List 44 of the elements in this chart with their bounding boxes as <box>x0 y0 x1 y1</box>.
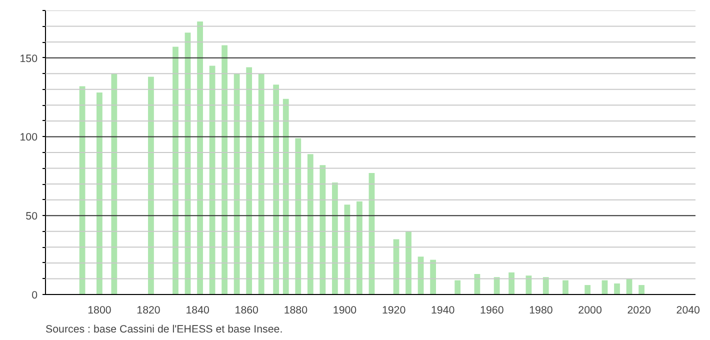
bar <box>307 154 314 294</box>
bar <box>273 84 280 294</box>
bar <box>234 74 240 294</box>
x-tick-label: 1860 <box>234 304 259 316</box>
bar <box>246 67 252 294</box>
bar <box>430 260 436 294</box>
x-tick-label: 1800 <box>88 304 112 316</box>
x-tick-label: 1940 <box>431 304 455 316</box>
x-tick-label: 1920 <box>382 304 406 316</box>
x-tick-label: 1840 <box>186 304 210 316</box>
y-tick-label: 150 <box>20 52 38 65</box>
bar <box>508 272 514 294</box>
x-tick-label: 1820 <box>136 304 160 316</box>
bar <box>406 231 412 294</box>
bar <box>332 182 338 294</box>
bar <box>542 277 549 294</box>
y-tick-label: 100 <box>20 132 38 144</box>
bar <box>295 138 302 294</box>
x-tick-label: 2000 <box>578 304 602 316</box>
bar <box>562 280 568 294</box>
bar <box>320 165 326 294</box>
x-tick-label: 1900 <box>332 304 357 316</box>
x-tick-label: 2040 <box>676 304 700 316</box>
bar <box>356 201 362 294</box>
source-note: Sources : base Cassini de l'EHESS et base Insee. <box>46 324 283 336</box>
bar <box>584 285 591 294</box>
bar <box>172 46 178 294</box>
bar <box>282 98 289 294</box>
bar <box>258 74 264 294</box>
bar <box>111 74 118 294</box>
bar <box>197 22 203 294</box>
x-tick-label: 2020 <box>627 304 652 316</box>
bar <box>222 45 228 294</box>
y-tick-label: 50 <box>26 210 38 223</box>
bar <box>454 280 461 294</box>
bar <box>96 92 102 294</box>
x-tick-label: 1880 <box>284 304 308 316</box>
bar <box>638 285 644 294</box>
bar <box>148 76 154 294</box>
x-tick-label: 1960 <box>480 304 504 316</box>
bar <box>494 277 500 294</box>
y-tick-label: 0 <box>32 290 38 302</box>
x-tick-label: 1980 <box>529 304 553 316</box>
bar <box>614 283 620 294</box>
